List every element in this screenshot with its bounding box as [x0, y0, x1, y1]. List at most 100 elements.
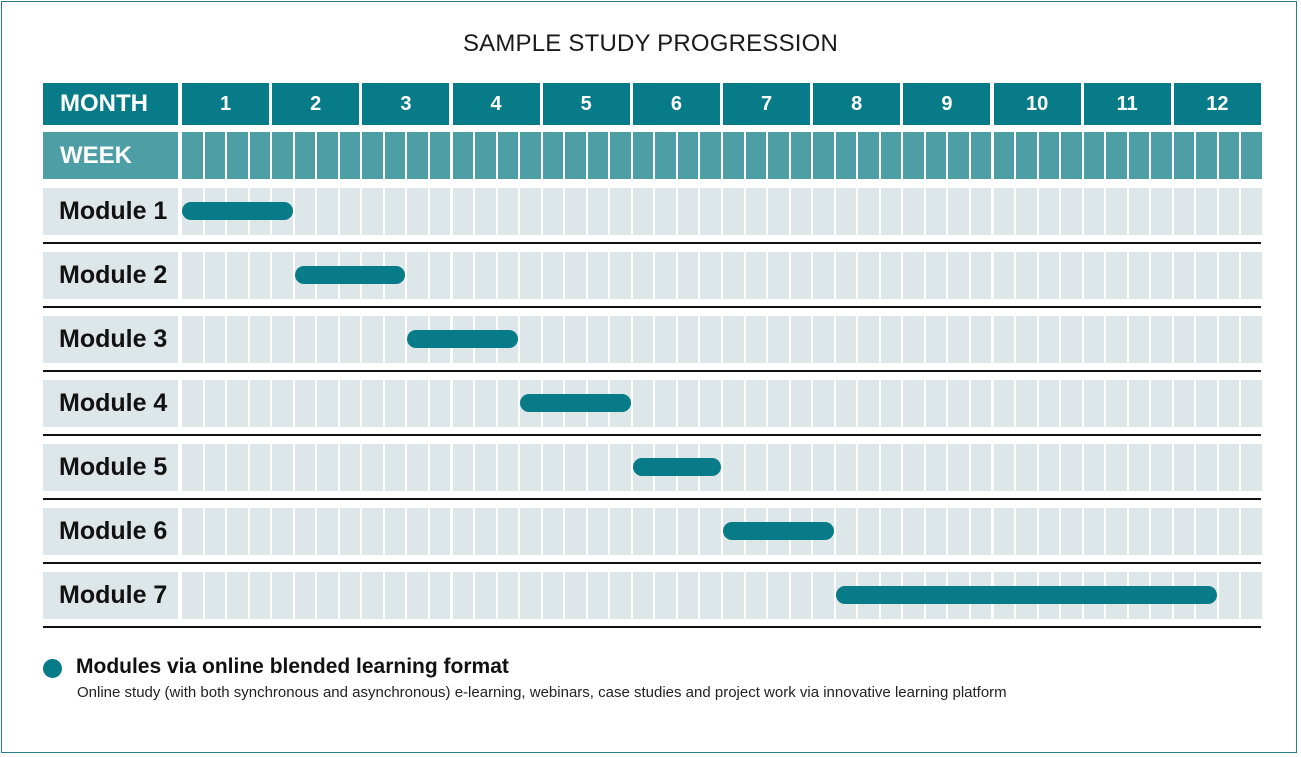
- grid-cell: [858, 316, 879, 363]
- month-header-cell: 6: [632, 83, 720, 125]
- grid-cell: [632, 188, 654, 235]
- week-header-cell: [1016, 132, 1037, 179]
- grid-cell: [587, 572, 609, 619]
- grid-cell: [677, 316, 699, 363]
- grid-cell: [182, 572, 203, 619]
- grid-cell: [723, 316, 744, 363]
- grid-cell: [723, 188, 744, 235]
- week-header-cell: [970, 132, 992, 179]
- grid-cell: [858, 252, 879, 299]
- grid-cell: [565, 572, 586, 619]
- row-separator: [43, 370, 1261, 372]
- grid-cell: [632, 508, 654, 555]
- grid-cell: [1016, 444, 1037, 491]
- week-header-cell: [858, 132, 879, 179]
- grid-cell: [1128, 188, 1150, 235]
- month-header-cell: 7: [723, 83, 811, 125]
- grid-cell: [204, 572, 226, 619]
- week-header-cell: [1151, 132, 1172, 179]
- grid-cell: [407, 444, 428, 491]
- week-header-cell: [993, 132, 1015, 179]
- month-header-cell: 11: [1083, 83, 1171, 125]
- grid-cell: [475, 188, 496, 235]
- week-header-cell: [339, 132, 361, 179]
- grid-cell: [407, 508, 428, 555]
- week-header-cell: [249, 132, 271, 179]
- grid-cell: [768, 252, 789, 299]
- grid-cell: [970, 380, 992, 427]
- row-label: Module 1: [43, 188, 178, 235]
- grid-cell: [903, 444, 924, 491]
- grid-cell: [993, 444, 1015, 491]
- grid-cell: [1038, 316, 1060, 363]
- grid-cell: [227, 508, 248, 555]
- grid-cell: [339, 316, 361, 363]
- grid-cell: [677, 380, 699, 427]
- grid-cell: [587, 188, 609, 235]
- grid-cell: [1173, 508, 1195, 555]
- grid-cell: [768, 444, 789, 491]
- grid-cell: [948, 188, 969, 235]
- grid-cell: [677, 188, 699, 235]
- grid-cell: [790, 572, 812, 619]
- grid-cell: [1083, 508, 1105, 555]
- row-label: Module 3: [43, 316, 178, 363]
- week-header-cell: [362, 132, 383, 179]
- grid-cell: [294, 380, 316, 427]
- grid-cell: [452, 572, 474, 619]
- grid-cell: [429, 188, 451, 235]
- grid-cell: [497, 444, 519, 491]
- grid-cell: [362, 572, 383, 619]
- grid-cell: [1196, 188, 1217, 235]
- grid-cell: [1061, 444, 1082, 491]
- row-label: Module 6: [43, 508, 178, 555]
- chart-title: SAMPLE STUDY PROGRESSION: [462, 30, 839, 57]
- grid-cell: [925, 444, 947, 491]
- grid-cell: [362, 316, 383, 363]
- grid-cell: [475, 572, 496, 619]
- grid-cell: [249, 572, 271, 619]
- grid-cell: [858, 380, 879, 427]
- grid-cell: [1151, 380, 1172, 427]
- grid-cell: [475, 508, 496, 555]
- grid-cell: [1218, 380, 1240, 427]
- grid-cell: [677, 508, 699, 555]
- grid-cell: [993, 508, 1015, 555]
- grid-cell: [497, 572, 519, 619]
- row-label: Module 5: [43, 444, 178, 491]
- grid-cell: [587, 508, 609, 555]
- grid-cell: [565, 188, 586, 235]
- grid-cell: [204, 380, 226, 427]
- week-header-cell: [227, 132, 248, 179]
- grid-cell: [768, 380, 789, 427]
- week-header-cell: [948, 132, 969, 179]
- grid-cell: [632, 380, 654, 427]
- grid-cell: [835, 380, 857, 427]
- week-header-cell: [655, 132, 676, 179]
- grid-cell: [1241, 508, 1262, 555]
- week-header-cell: [1128, 132, 1150, 179]
- grid-cell: [542, 444, 564, 491]
- grid-cell: [993, 380, 1015, 427]
- week-header-cell: [1038, 132, 1060, 179]
- grid-cell: [768, 572, 789, 619]
- grid-cell: [1128, 508, 1150, 555]
- week-header-cell: [610, 132, 631, 179]
- grid-cell: [227, 380, 248, 427]
- grid-cell: [1038, 252, 1060, 299]
- grid-cell: [835, 508, 857, 555]
- month-header-cell: 2: [272, 83, 360, 125]
- grid-cell: [813, 252, 834, 299]
- grid-cell: [1241, 380, 1262, 427]
- grid-cell: [925, 316, 947, 363]
- month-header-cell: 3: [362, 83, 450, 125]
- grid-cell: [542, 572, 564, 619]
- week-header-cell: [1083, 132, 1105, 179]
- week-header-cell: [587, 132, 609, 179]
- grid-cell: [813, 316, 834, 363]
- grid-cell: [655, 316, 676, 363]
- week-header-cell: [384, 132, 406, 179]
- grid-cell: [1038, 508, 1060, 555]
- grid-cell: [384, 188, 406, 235]
- grid-cell: [790, 188, 812, 235]
